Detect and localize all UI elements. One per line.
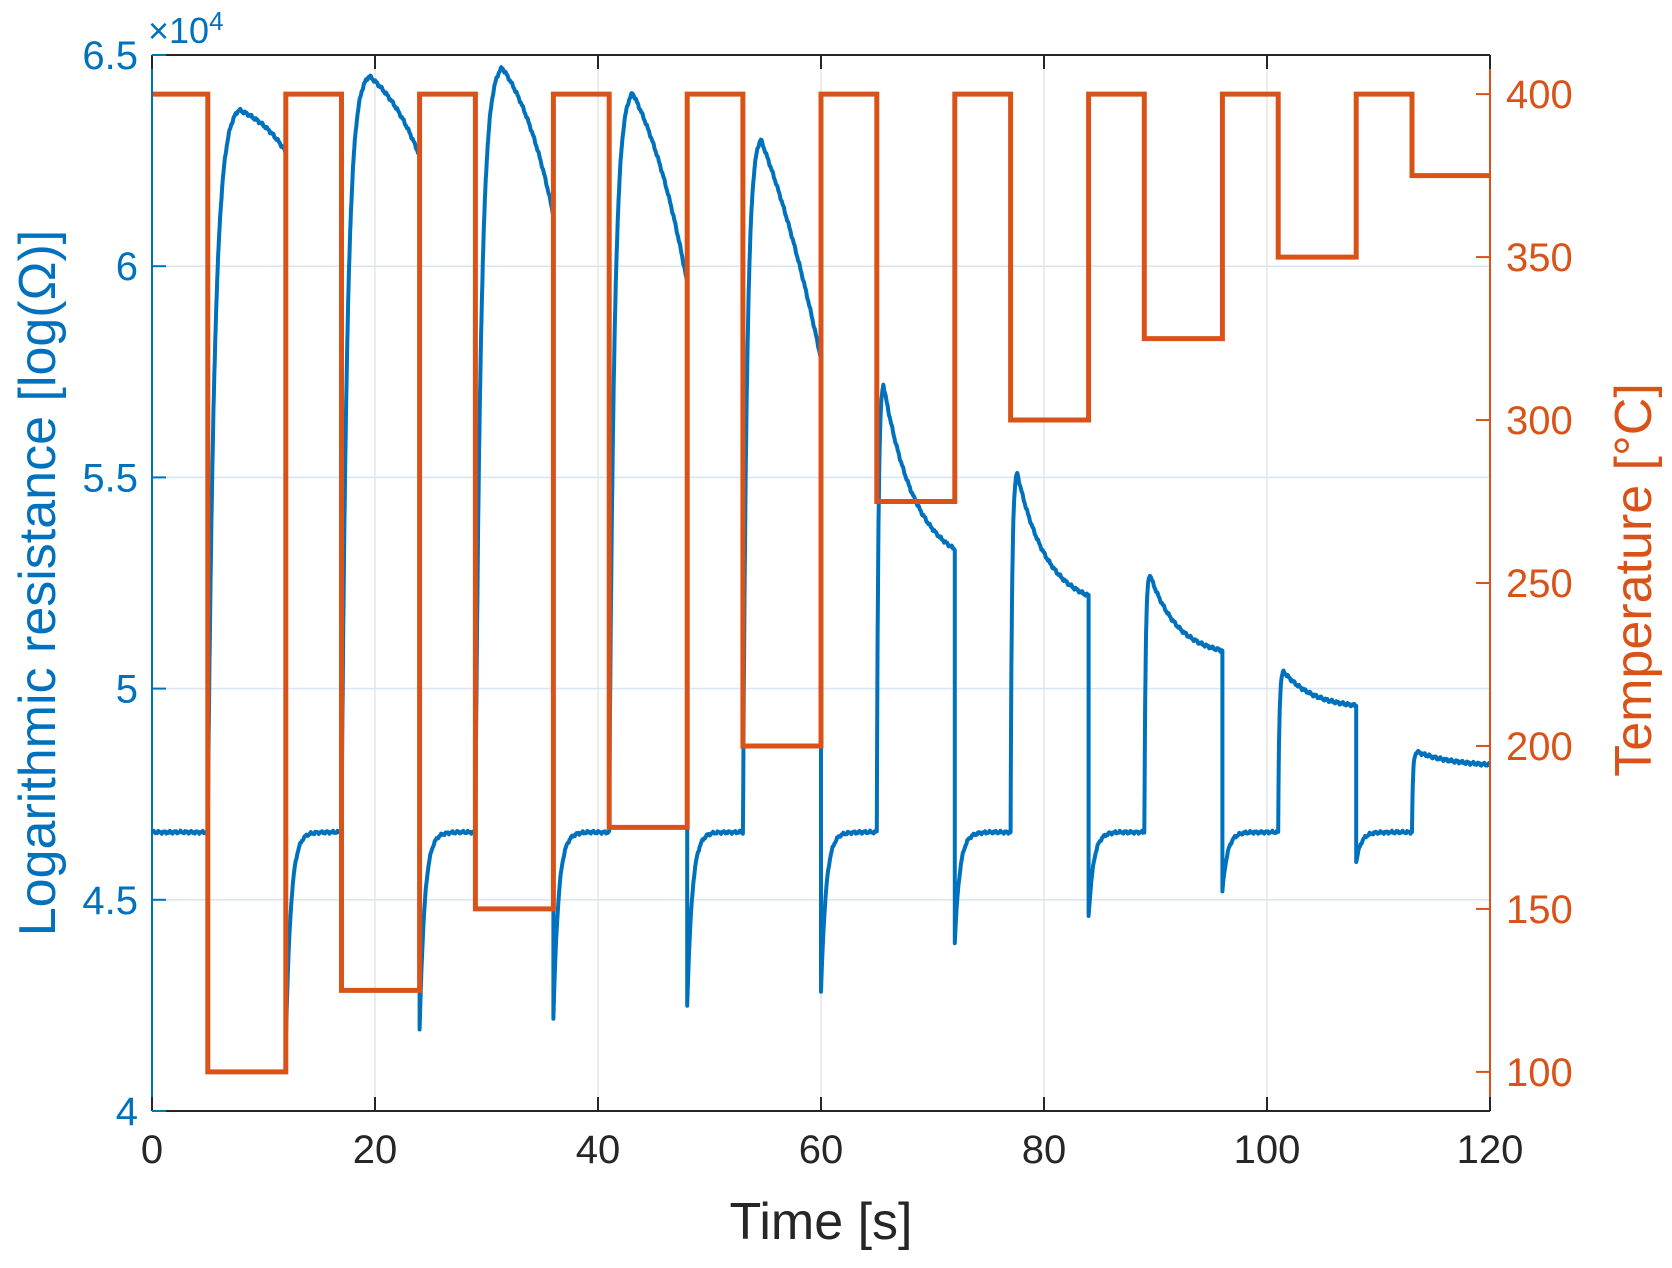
y-left-tick-label: 6.5 bbox=[82, 34, 138, 78]
y-left-exponent-label: ×104 bbox=[148, 6, 224, 51]
y-left-tick-label: 5 bbox=[116, 668, 138, 712]
x-tick-label: 60 bbox=[799, 1128, 844, 1172]
y-right-tick-label: 100 bbox=[1506, 1051, 1573, 1095]
y-right-tick-label: 350 bbox=[1506, 236, 1573, 280]
x-tick-label: 20 bbox=[353, 1128, 398, 1172]
y-left-axis-title: Logarithmic resistance [log(Ω)] bbox=[9, 229, 67, 937]
temperature-curve bbox=[152, 91, 1490, 1075]
y-right-axis-title: Temperature [°C] bbox=[1605, 383, 1663, 777]
y-right-tick-label: 150 bbox=[1506, 888, 1573, 932]
x-tick-label: 40 bbox=[576, 1128, 621, 1172]
y-right-tick-label: 250 bbox=[1506, 562, 1573, 606]
y-right-tick-label: 400 bbox=[1506, 73, 1573, 117]
y-right-tick-label: 200 bbox=[1506, 725, 1573, 769]
y-left-tick-label: 4 bbox=[116, 1090, 138, 1134]
x-tick-label: 0 bbox=[141, 1128, 163, 1172]
y-left-tick-label: 5.5 bbox=[82, 456, 138, 500]
x-tick-label: 80 bbox=[1022, 1128, 1067, 1172]
y-left-tick-label: 4.5 bbox=[82, 879, 138, 923]
resistance-curve bbox=[150, 65, 1492, 1047]
y-left-tick-label: 6 bbox=[116, 245, 138, 289]
x-axis-title: Time [s] bbox=[729, 1193, 913, 1251]
y-right-tick-label: 300 bbox=[1506, 399, 1573, 443]
x-tick-label: 120 bbox=[1457, 1128, 1524, 1172]
x-tick-label: 100 bbox=[1234, 1128, 1301, 1172]
